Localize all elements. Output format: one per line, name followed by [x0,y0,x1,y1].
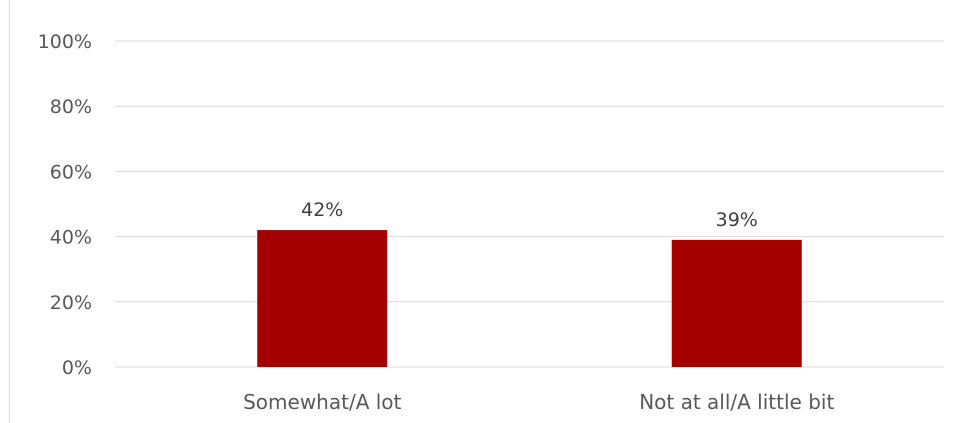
y-tick-label: 40% [50,227,92,249]
category-labels: Somewhat/A lot Not at all/A little bit [243,390,834,414]
y-tick-label: 100% [38,31,92,53]
bar [671,239,802,367]
data-labels: 42% 39% [301,199,758,231]
bars [257,230,802,367]
data-label: 39% [716,209,758,231]
y-axis-tick-labels: 0% 20% 40% 60% 80% 100% [38,31,92,379]
data-label: 42% [301,199,343,221]
gridlines [115,40,944,368]
y-tick-label: 80% [50,96,92,118]
category-label: Somewhat/A lot [243,390,401,414]
y-tick-label: 60% [50,161,92,183]
chart-frame [9,0,963,423]
y-tick-label: 0% [62,357,92,379]
category-label: Not at all/A little bit [639,390,834,414]
bar [257,230,388,367]
y-tick-label: 20% [50,292,92,314]
